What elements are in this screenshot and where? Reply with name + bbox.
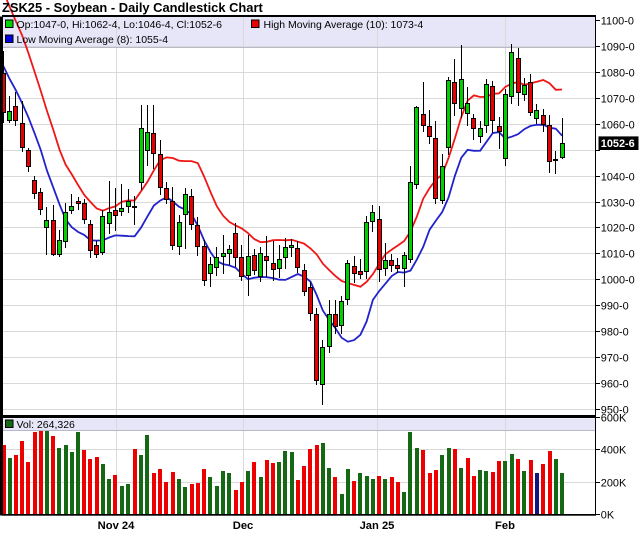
svg-text:Jan 25: Jan 25 [360,520,395,532]
svg-text:990-0: 990-0 [601,301,629,313]
svg-text:Low Moving Average (8): 1055-4: Low Moving Average (8): 1055-4 [17,34,169,46]
svg-text:Op:1047-0, Hi:1062-4, Lo:1046-: Op:1047-0, Hi:1062-4, Lo:1046-4, Cl:1052… [17,19,223,31]
svg-text:ZSK25 - Soybean - Daily Candle: ZSK25 - Soybean - Daily Candlestick Char… [2,0,263,15]
svg-text:Feb: Feb [495,520,515,532]
svg-text:970-0: 970-0 [601,353,629,365]
svg-text:400K: 400K [601,445,627,457]
svg-text:Dec: Dec [233,520,254,532]
svg-text:High Moving Average (10): 1073: High Moving Average (10): 1073-4 [264,19,424,31]
svg-text:600K: 600K [601,413,627,425]
svg-text:1000-0: 1000-0 [601,275,635,287]
svg-text:Vol: 264,326: Vol: 264,326 [17,419,76,431]
svg-text:0K: 0K [601,510,615,522]
svg-text:Nov 24: Nov 24 [98,520,135,532]
svg-text:1052-6: 1052-6 [601,138,635,150]
svg-text:1030-0: 1030-0 [601,198,635,210]
svg-text:980-0: 980-0 [601,327,629,339]
svg-text:1070-0: 1070-0 [601,94,635,106]
svg-text:1020-0: 1020-0 [601,223,635,235]
svg-text:1010-0: 1010-0 [601,249,635,261]
svg-text:200K: 200K [601,478,627,490]
svg-text:1040-0: 1040-0 [601,172,635,184]
svg-text:950-0: 950-0 [601,405,629,417]
svg-text:1100-0: 1100-0 [601,16,634,28]
svg-text:1060-0: 1060-0 [601,120,635,132]
svg-text:1080-0: 1080-0 [601,68,635,80]
svg-text:960-0: 960-0 [601,379,629,391]
svg-text:1090-0: 1090-0 [601,42,635,54]
